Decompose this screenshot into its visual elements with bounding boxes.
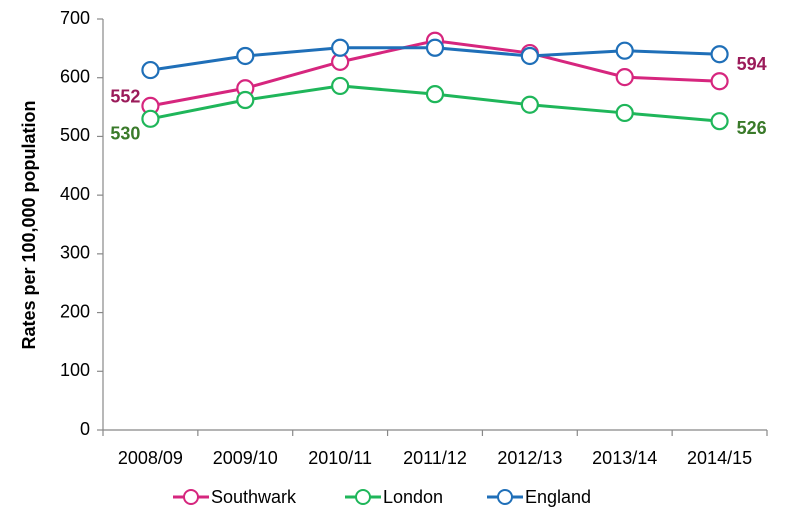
x-tick-label: 2011/12	[403, 448, 467, 468]
point	[331, 38, 350, 57]
legend-marker	[183, 489, 199, 505]
point	[615, 103, 634, 123]
x-tick-label: 2014/15	[687, 448, 752, 468]
x-tick-label: 2013/14	[592, 448, 657, 468]
point	[425, 85, 445, 104]
point	[520, 46, 539, 66]
y-axis-label: Rates per 100,000 population	[19, 100, 39, 349]
legend-marker	[497, 489, 513, 505]
y-tick-label: 200	[60, 301, 90, 321]
legend-label: London	[383, 487, 443, 507]
point	[710, 45, 729, 64]
data-label: 530	[110, 124, 140, 144]
y-tick-label: 500	[60, 125, 90, 145]
x-tick-label: 2010/11	[308, 448, 372, 468]
y-tick-label: 600	[60, 66, 90, 86]
y-tick-label: 300	[60, 243, 90, 263]
legend-label: Southwark	[211, 487, 297, 507]
x-tick-label: 2008/09	[118, 448, 183, 468]
data-label: 552	[110, 87, 140, 107]
y-tick-label: 700	[60, 8, 90, 28]
y-tick-label: 0	[80, 419, 90, 439]
point	[615, 41, 634, 60]
legend-marker	[355, 489, 371, 505]
point	[615, 68, 634, 87]
point	[141, 109, 160, 128]
point	[236, 46, 255, 66]
point	[141, 60, 160, 80]
point	[331, 76, 350, 96]
x-tick-label: 2009/10	[213, 448, 278, 468]
point	[425, 38, 445, 57]
data-label: 594	[737, 54, 767, 74]
y-tick-label: 100	[60, 360, 90, 380]
point	[710, 72, 729, 91]
point	[236, 90, 255, 110]
y-tick-label: 400	[60, 184, 90, 204]
legend-label: England	[525, 487, 591, 507]
x-tick-label: 2012/13	[497, 448, 562, 468]
point	[710, 112, 729, 131]
point	[520, 95, 539, 114]
data-label: 526	[737, 118, 767, 138]
